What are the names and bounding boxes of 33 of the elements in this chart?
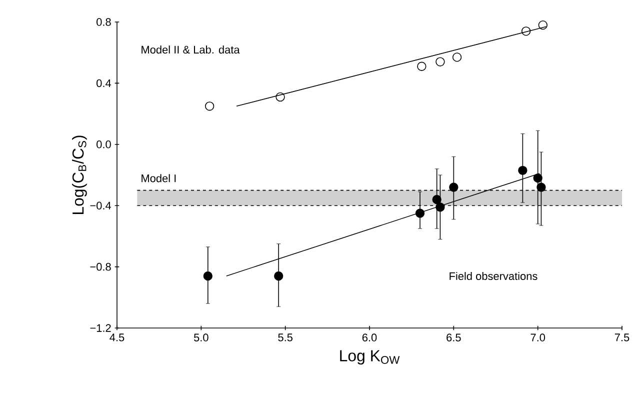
x-tick-label: 4.5	[110, 334, 124, 342]
point	[436, 202, 445, 212]
x-tick-label: 6.0	[362, 334, 377, 342]
point	[276, 92, 285, 102]
x-tick-label: 5.5	[278, 334, 292, 342]
y-tick-label: −0.4	[90, 202, 112, 210]
y-tick-label: 0.0	[96, 140, 111, 148]
annotation: Field observations	[450, 272, 538, 280]
point	[533, 173, 542, 183]
y-tick-label: −0.8	[90, 262, 111, 271]
point	[449, 182, 458, 192]
x-axis-title: Log K$_{OW}$	[340, 350, 400, 365]
band-label: Model I	[142, 174, 176, 182]
y-tick-label: −1.2	[90, 324, 111, 332]
point	[521, 26, 531, 36]
y-axis-title: Log(C$_{B}$/C$_{S}$)	[72, 136, 87, 214]
point	[452, 52, 462, 62]
point	[536, 182, 546, 192]
x-tick-label: 5.0	[194, 334, 208, 342]
point	[436, 57, 445, 66]
x-tick-label: 7.5	[614, 334, 630, 342]
point	[432, 194, 442, 204]
x-tick-label: 6.5	[446, 334, 461, 342]
point	[417, 62, 426, 71]
y-tick-label: 0.8	[96, 18, 111, 26]
y-tick-label: 0.4	[96, 79, 112, 88]
x-tick-label: 7.0	[530, 334, 546, 342]
point	[518, 166, 528, 175]
point	[415, 208, 425, 218]
point	[274, 271, 284, 281]
annotation: Model II & Lab. data	[142, 46, 240, 54]
point	[205, 102, 214, 111]
point	[203, 271, 212, 281]
